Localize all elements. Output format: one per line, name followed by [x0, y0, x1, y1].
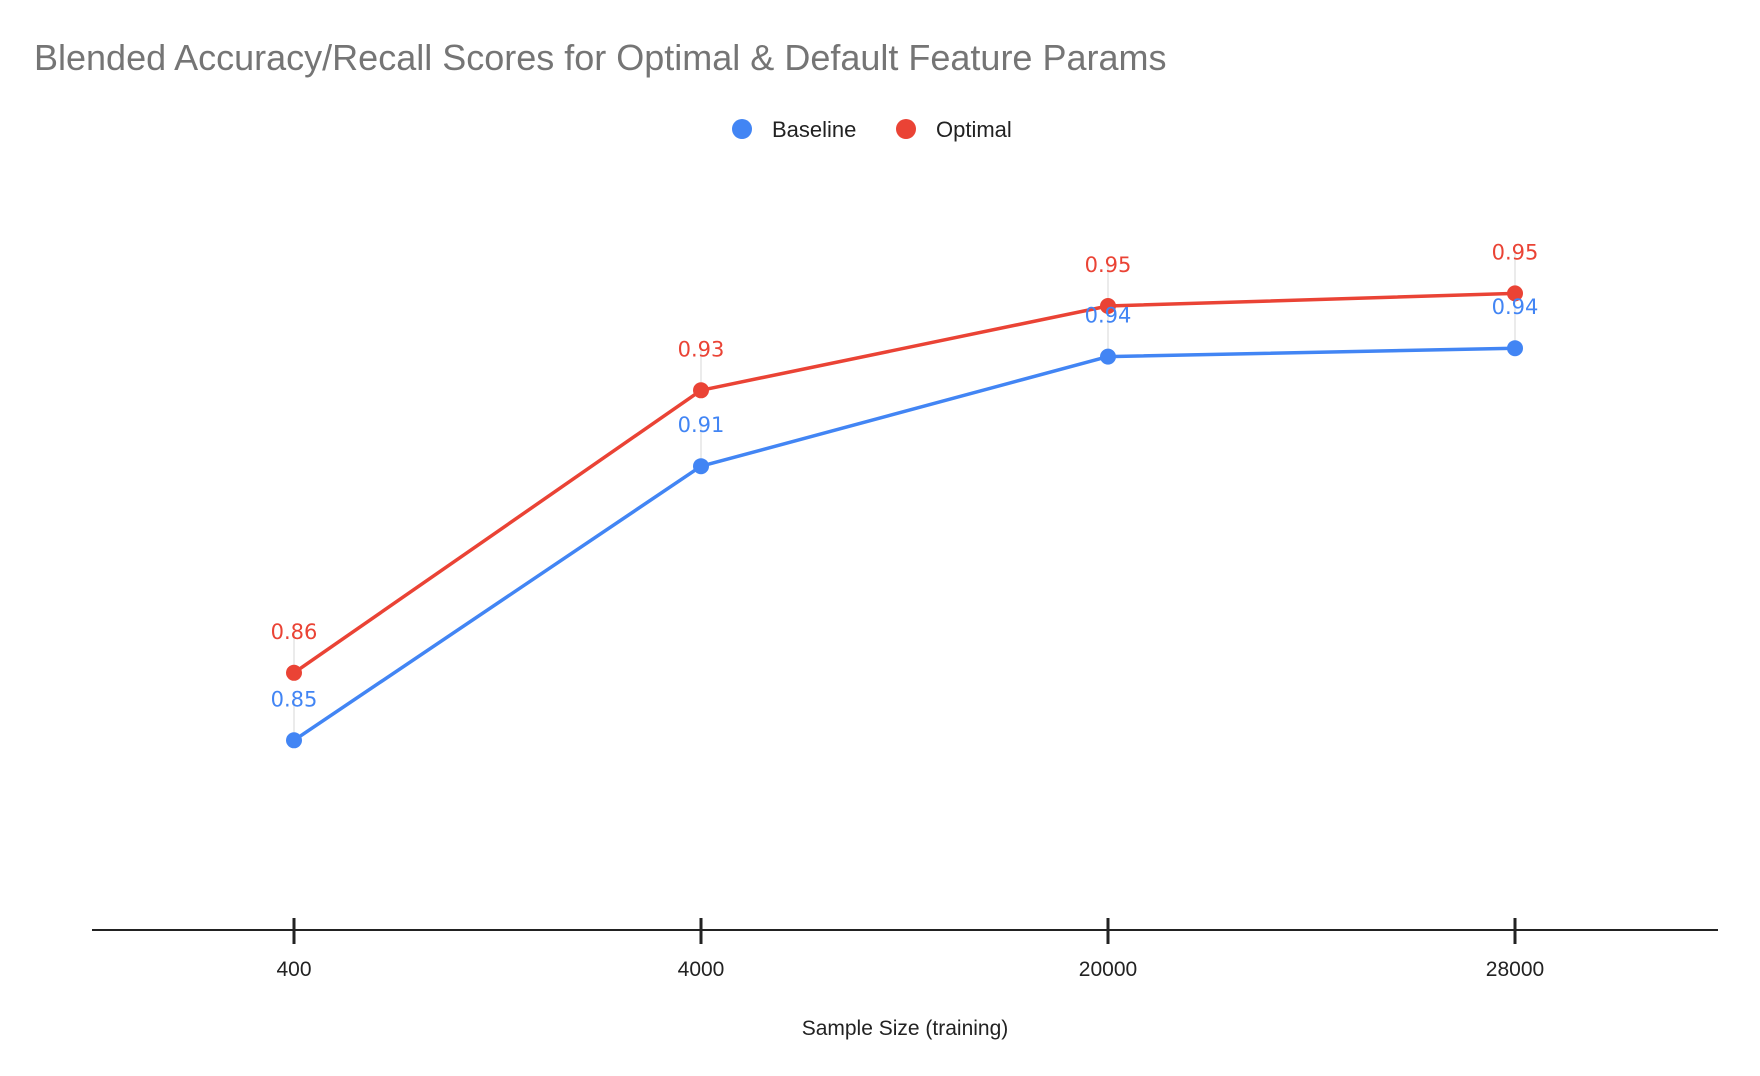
series-layer [286, 285, 1523, 749]
chart-title: Blended Accuracy/Recall Scores for Optim… [34, 37, 1167, 78]
legend-marker-baseline [732, 119, 752, 139]
data-label-optimal-20000: 0.95 [1085, 253, 1132, 277]
x-axis-ticks: 400 4000 20000 28000 [276, 918, 1544, 981]
data-label-baseline-400: 0.85 [271, 687, 318, 711]
legend: Baseline Optimal [732, 117, 1012, 142]
legend-marker-optimal [896, 119, 916, 139]
label-guides [293, 251, 1516, 741]
point-baseline-400 [286, 732, 302, 749]
legend-label-baseline: Baseline [772, 117, 856, 142]
point-optimal-28000 [1507, 285, 1523, 302]
data-label-baseline-4000: 0.91 [678, 413, 725, 437]
point-optimal-400 [286, 664, 302, 681]
series-line-baseline [293, 346, 1516, 742]
legend-label-optimal: Optimal [936, 117, 1012, 142]
point-optimal-20000 [1100, 298, 1116, 314]
x-tick-label-20000: 20000 [1079, 958, 1137, 981]
data-label-baseline-28000: 0.94 [1492, 295, 1539, 319]
point-baseline-20000 [1100, 348, 1116, 365]
x-axis-title: Sample Size (training) [802, 1017, 1009, 1040]
data-label-optimal-28000: 0.95 [1492, 240, 1539, 264]
data-labels: 0.85 0.91 0.94 0.94 0.86 0.93 0.95 0.95 [271, 240, 1539, 711]
data-label-optimal-4000: 0.93 [678, 337, 725, 361]
point-baseline-4000 [693, 458, 709, 475]
data-label-optimal-400: 0.86 [271, 620, 318, 644]
data-label-baseline-20000: 0.94 [1085, 304, 1132, 328]
x-tick-label-28000: 28000 [1486, 958, 1544, 981]
point-optimal-4000 [693, 382, 709, 399]
point-baseline-28000 [1507, 340, 1523, 357]
x-tick-label-4000: 4000 [678, 958, 725, 981]
series-line-optimal [293, 291, 1516, 675]
x-tick-label-400: 400 [276, 958, 311, 981]
